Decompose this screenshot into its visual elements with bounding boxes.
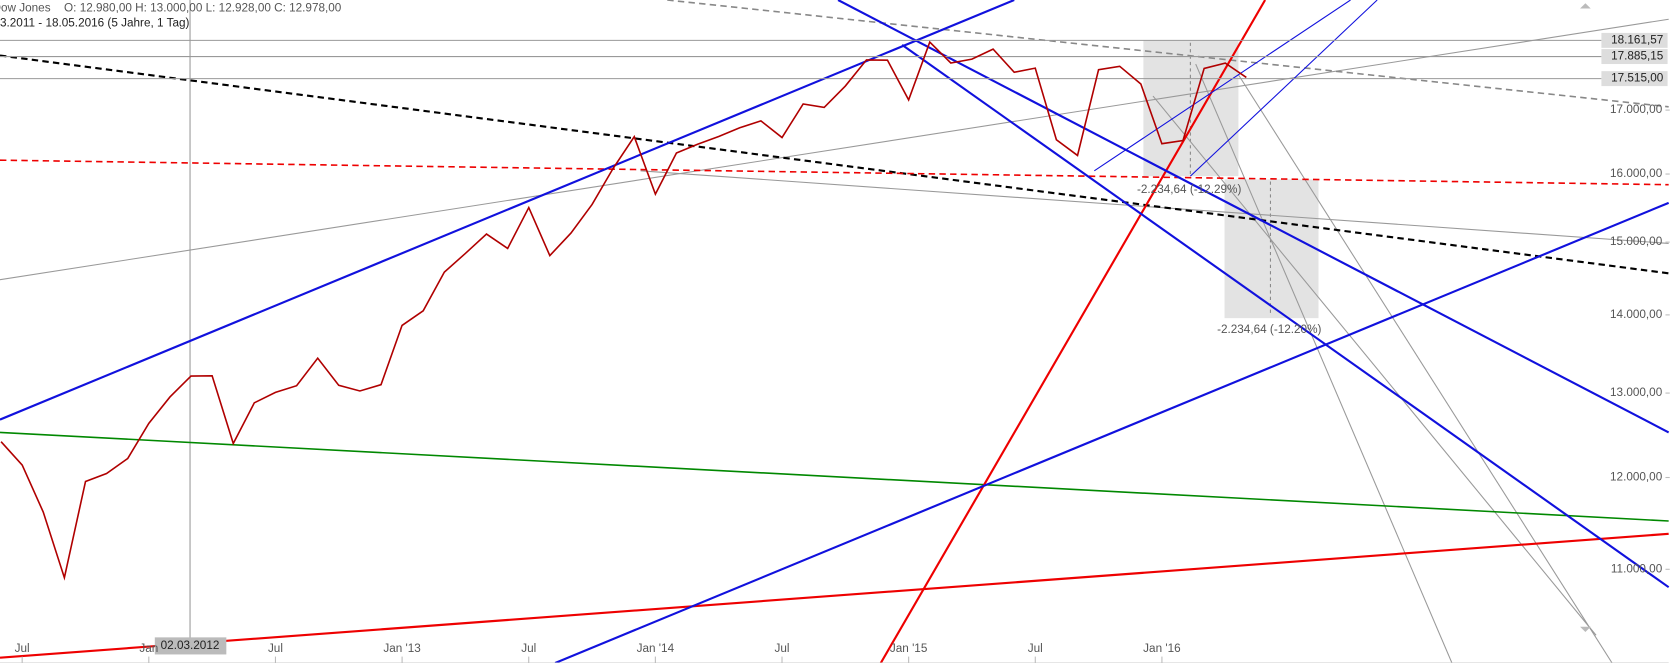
- annotation: -2.234,64 (-12.29%): [1137, 183, 1241, 196]
- chart-title: Dow Jones: [0, 2, 51, 15]
- x-tick-label: Jul: [268, 642, 283, 655]
- y-tick-label: 14.000,00: [1610, 308, 1663, 321]
- trend-line: [554, 201, 1670, 664]
- trend-line: [1093, 0, 1351, 172]
- price-box: [1601, 49, 1668, 65]
- x-tick-label: Jul: [15, 642, 30, 655]
- trend-line: [1152, 95, 1597, 636]
- x-tick-label: Jan '16: [1143, 642, 1181, 655]
- price-box: [1601, 71, 1668, 87]
- x-tick-label: Jan '13: [383, 642, 421, 655]
- x-tick-label: Jan '15: [890, 642, 928, 655]
- trend-line: [1237, 74, 1613, 664]
- price-box: [1601, 32, 1668, 48]
- x-tick-label: Jul: [775, 642, 790, 655]
- y-tick-label: 17.000,00: [1610, 103, 1663, 116]
- crosshair-box: [154, 637, 227, 655]
- y-tick-label: 11.000,00: [1611, 562, 1663, 575]
- y-tick-label: 16.000,00: [1610, 167, 1663, 180]
- trend-line: [0, 431, 1669, 522]
- price-line-series: [0, 40, 1247, 581]
- x-tick-label: Jul: [521, 642, 536, 655]
- trend-line: [1190, 0, 1378, 177]
- y-tick-label: 13.000,00: [1610, 386, 1663, 399]
- trend-line: [0, 54, 1669, 275]
- trend-line: [0, 18, 1669, 281]
- trend-line: [667, 0, 1669, 108]
- x-tick-label: Jan '14: [637, 642, 675, 655]
- x-tick-label: Jan: [139, 642, 158, 655]
- ohlc: O: 12.980,00 H: 13.000,00 L: 12.928,00 C…: [64, 2, 342, 15]
- trend-line: [879, 0, 1267, 664]
- annotation: -2.234,64 (-12.20%): [1217, 323, 1321, 336]
- y-tick-label: 15.000,00: [1610, 235, 1663, 248]
- x-tick-label: Jul: [1028, 642, 1043, 655]
- trend-line: [1195, 63, 1453, 664]
- price-label: 17.515,00: [1611, 72, 1664, 85]
- trend-line: [901, 43, 1670, 589]
- trend-line: [0, 532, 1669, 659]
- price-label: 18.161,57: [1611, 33, 1663, 46]
- y-tick-label: 12.000,00: [1610, 471, 1663, 484]
- crosshair-label: 02.03.2012: [161, 639, 220, 652]
- trend-line: [0, 159, 1669, 186]
- trend-line: [837, 0, 1670, 434]
- trend-line: [0, 0, 1015, 421]
- price-label: 17.885,15: [1611, 50, 1664, 63]
- range: 3.2011 - 18.05.2016 (5 Jahre, 1 Tag): [0, 17, 189, 30]
